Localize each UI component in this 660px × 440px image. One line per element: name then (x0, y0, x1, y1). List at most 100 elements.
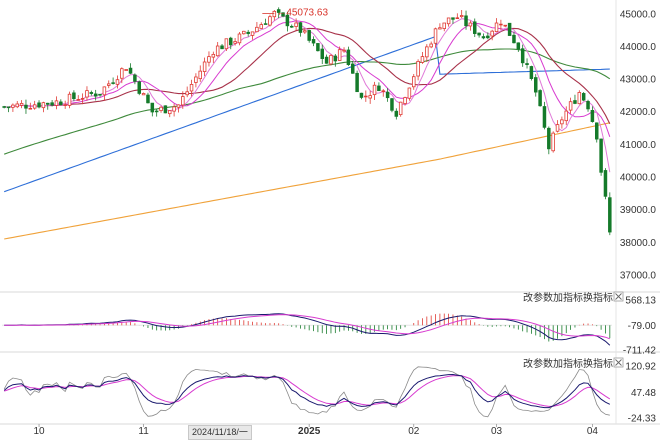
candle-body (281, 12, 285, 17)
kdj-control-1[interactable]: 加指标 (553, 357, 583, 370)
candle-body (525, 63, 529, 65)
candle-body (159, 106, 163, 111)
candle-body (63, 104, 67, 106)
candle-body (608, 197, 612, 233)
candle-body (242, 30, 246, 35)
candle-body (172, 106, 176, 112)
candle-body (407, 87, 412, 99)
price-tick-label: 40000.0 (620, 173, 657, 184)
candle-body (255, 26, 259, 33)
macd-control-2[interactable]: 换指标 (583, 291, 613, 304)
macd-tick-label: -711.42 (623, 346, 657, 357)
candle-body (289, 25, 294, 28)
candle-body (76, 99, 81, 101)
candle-body (246, 31, 250, 34)
candle-body (429, 43, 433, 48)
ma-120-line (4, 35, 610, 193)
candle-body (381, 90, 385, 92)
candle-body (11, 104, 15, 108)
ma-10-line (4, 20, 611, 137)
date-tick-label: 11 (138, 426, 149, 437)
price-tick-label: 41000.0 (620, 140, 657, 151)
candle-body (394, 110, 399, 117)
candle-body (85, 90, 89, 98)
candle-body (37, 102, 41, 108)
candle-body (224, 38, 229, 50)
candle-body (303, 30, 307, 33)
candle-body (481, 36, 486, 39)
candle-body (603, 170, 608, 197)
candle-body (298, 22, 303, 33)
macd-control-0[interactable]: 改参数 (523, 291, 553, 304)
candle-body (586, 101, 590, 110)
cursor-date-label: 2024/11/18/一 (188, 425, 252, 440)
kdj-control-2[interactable]: 换指标 (583, 357, 613, 370)
candle-body (285, 14, 290, 27)
candle-body (41, 102, 46, 109)
candle-body (19, 103, 24, 106)
candle-body (359, 92, 364, 98)
candle-body (137, 81, 141, 94)
candle-body (520, 48, 525, 64)
candle-body (128, 67, 133, 74)
candle-body (438, 27, 442, 30)
kdj-tick-label: 120.92 (625, 362, 656, 373)
candle-body (355, 72, 359, 93)
kdj-tick-label: 47.48 (631, 388, 656, 399)
ma-60-line (4, 48, 611, 155)
candle-body (120, 68, 124, 79)
candle-body (202, 61, 207, 72)
candle-body (411, 76, 416, 88)
candle-body (555, 124, 560, 132)
candle-body (163, 105, 168, 114)
candle-body (581, 93, 586, 101)
candle-body (342, 49, 346, 52)
macd-tick-label: -79.00 (628, 321, 657, 332)
candle-body (268, 16, 272, 26)
price-tick-label: 44000.0 (620, 42, 657, 53)
candle-body (102, 86, 107, 96)
candle-body (263, 23, 268, 25)
candle-body (107, 83, 111, 86)
kdj-panel: 改参数 加指标 换指标 (3, 357, 624, 418)
candle-body (59, 101, 63, 106)
candle-body (15, 103, 19, 108)
candle-body (24, 104, 28, 109)
candle-body (385, 91, 390, 99)
kdj-k-line (3, 373, 611, 409)
candle-body (50, 102, 54, 106)
candle-body (516, 42, 521, 50)
candle-body (80, 98, 85, 100)
candle-body (568, 101, 573, 111)
candle-body (468, 22, 473, 27)
candle-body (590, 110, 595, 122)
candle-body (115, 79, 120, 85)
candle-body (551, 132, 555, 152)
kdj-control-0[interactable]: 改参数 (523, 357, 553, 370)
candle-body (529, 66, 534, 79)
candle-body (67, 93, 72, 106)
macd-control-1[interactable]: 加指标 (553, 291, 583, 304)
candle-body (329, 55, 333, 65)
candle-body (194, 76, 198, 83)
candle-body (311, 39, 316, 44)
candle-body (416, 61, 420, 77)
date-tick-label: 04 (587, 426, 599, 437)
candle-body (28, 107, 33, 110)
candle-body (595, 122, 599, 140)
candle-body (146, 94, 150, 104)
candle-body (233, 41, 237, 44)
candle-body (350, 63, 355, 74)
candle-body (228, 37, 233, 46)
candle-body (420, 56, 425, 63)
candle-body (346, 49, 351, 66)
candle-body (499, 23, 503, 26)
candle-body (372, 84, 377, 96)
candle-body (220, 45, 224, 50)
price-tick-label: 38000.0 (620, 238, 657, 249)
close-icon (615, 359, 622, 366)
candle-body (72, 92, 76, 100)
candle-body (534, 77, 538, 93)
macd-dif-line (4, 313, 611, 346)
candle-body (6, 106, 11, 109)
